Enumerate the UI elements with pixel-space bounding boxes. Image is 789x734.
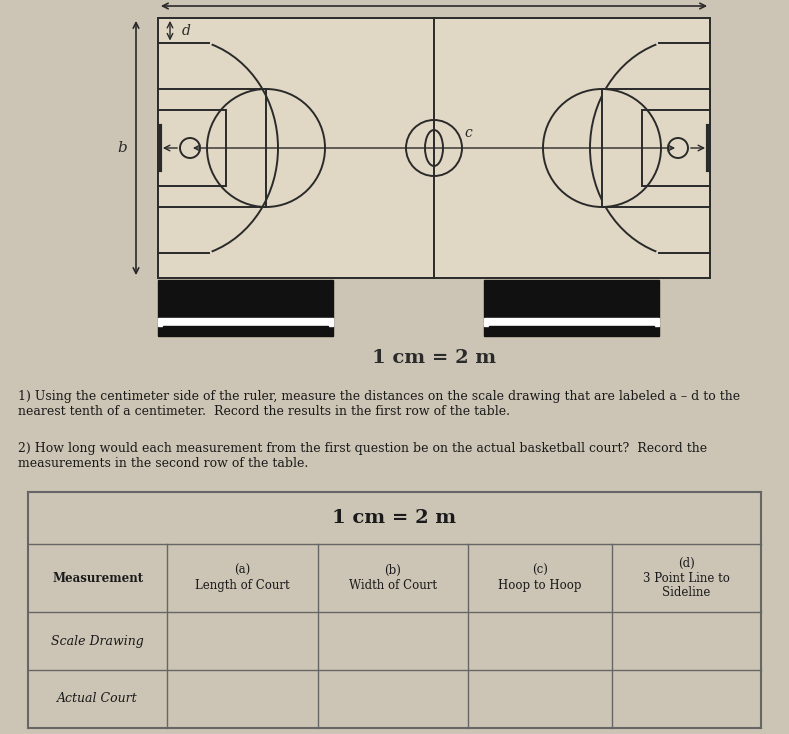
Text: (d)
3 Point Line to
Sideline: (d) 3 Point Line to Sideline: [643, 556, 730, 600]
Bar: [642, 110, 710, 186]
Bar: [484, 318, 659, 326]
Text: (c)
Hoop to Hoop: (c) Hoop to Hoop: [498, 564, 581, 592]
Text: 1 cm = 2 m: 1 cm = 2 m: [372, 349, 496, 367]
Text: 2) How long would each measurement from the first question be on the actual bask: 2) How long would each measurement from …: [18, 442, 707, 470]
Text: Measurement: Measurement: [52, 572, 143, 584]
Text: Actual Court: Actual Court: [58, 692, 138, 705]
Text: c: c: [464, 126, 472, 140]
Bar: [602, 89, 710, 207]
Bar: [158, 89, 266, 207]
Text: b: b: [117, 141, 127, 155]
Bar: [484, 280, 659, 336]
Bar: [158, 110, 226, 186]
Text: d: d: [182, 24, 191, 38]
Bar: [488, 326, 653, 332]
Text: 1 cm = 2 m: 1 cm = 2 m: [332, 509, 457, 527]
Text: 1) Using the centimeter side of the ruler, measure the distances on the scale dr: 1) Using the centimeter side of the rule…: [18, 390, 740, 418]
Bar: [163, 326, 328, 332]
Text: Scale Drawing: Scale Drawing: [51, 634, 144, 647]
Bar: [158, 18, 710, 278]
Text: (b)
Width of Court: (b) Width of Court: [349, 564, 436, 592]
Bar: [158, 280, 333, 336]
Bar: [158, 318, 333, 326]
Text: (a)
Length of Court: (a) Length of Court: [195, 564, 290, 592]
